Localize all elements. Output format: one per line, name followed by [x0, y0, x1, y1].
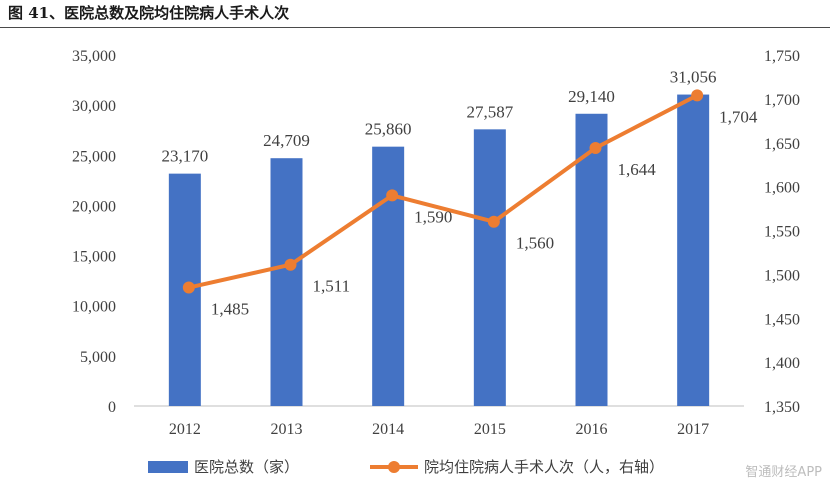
y-left-tick-label: 30,000 — [72, 98, 116, 115]
bar-hospitals — [575, 113, 608, 406]
y-left-tick-label: 5,000 — [80, 349, 116, 366]
legend-label-surgeries: 院均住院病人手术人次（人，右轴） — [424, 458, 664, 476]
y-left-tick-label: 25,000 — [72, 148, 116, 165]
data-label-layer: 23,170 24,709 25,860 27,587 29,140 31,056 1,48… — [161, 68, 757, 319]
legend-swatch-surgeries-marker — [388, 461, 400, 473]
x-tick-label: 2013 — [271, 421, 303, 438]
x-tick-label: 2015 — [474, 421, 506, 438]
y-right-tick-label: 1,350 — [764, 399, 800, 416]
y-right-tick-label: 1,450 — [764, 311, 800, 328]
y-right-tick-label: 1,550 — [764, 224, 800, 241]
line-data-label: 1,590 — [414, 207, 452, 226]
y-right-tick-label: 1,400 — [764, 355, 800, 372]
line-point-surgeries — [691, 89, 704, 102]
bar-data-label: 27,587 — [466, 102, 513, 121]
x-tick-label: 2016 — [576, 421, 608, 438]
line-point-surgeries — [284, 258, 297, 271]
line-point-surgeries — [487, 215, 500, 228]
y-left-tick-label: 20,000 — [72, 198, 116, 215]
line-series-layer — [182, 89, 704, 294]
y-left-tick-label: 10,000 — [72, 299, 116, 316]
line-data-label: 1,704 — [719, 107, 758, 126]
y-left-tick-label: 0 — [108, 399, 116, 416]
bar-hospitals — [270, 158, 303, 406]
line-surgeries — [188, 93, 699, 290]
bar-data-label: 29,140 — [568, 87, 615, 106]
legend-label-hospitals: 医院总数（家） — [194, 458, 299, 476]
x-tick-label: 2012 — [169, 421, 201, 438]
bar-hospitals — [677, 94, 710, 407]
y-right-tick-label: 1,700 — [764, 92, 800, 109]
title-divider — [0, 27, 830, 28]
line-point-surgeries — [386, 189, 399, 202]
bar-hospitals — [473, 129, 506, 406]
axes-layer: 0 5,000 10,000 15,000 20,000 25,000 30,000 35,0… — [72, 48, 800, 438]
y-right-tick-label: 1,500 — [764, 267, 800, 284]
bar-data-label: 24,709 — [263, 131, 310, 150]
line-data-label: 1,485 — [211, 300, 249, 319]
line-data-label: 1,560 — [516, 234, 554, 253]
y-left-tick-label: 15,000 — [72, 249, 116, 266]
watermark-text: 智通财经APP — [745, 465, 822, 480]
x-tick-label: 2014 — [372, 421, 404, 438]
x-tick-label: 2017 — [677, 421, 709, 438]
bar-data-label: 25,860 — [365, 120, 412, 139]
y-left-tick-label: 35,000 — [72, 48, 116, 65]
y-right-tick-label: 1,650 — [764, 136, 800, 153]
line-data-label: 1,644 — [618, 160, 657, 179]
y-right-tick-label: 1,600 — [764, 180, 800, 197]
y-right-tick-label: 1,750 — [764, 48, 800, 65]
legend: 医院总数（家） 院均住院病人手术人次（人，右轴） — [148, 458, 664, 476]
bar-series-layer — [168, 94, 710, 407]
bar-hospitals — [372, 146, 405, 407]
bar-data-label: 31,056 — [670, 68, 717, 87]
line-point-surgeries — [182, 281, 195, 294]
line-data-label: 1,511 — [313, 277, 351, 296]
figure-title: 图 41、医院总数及院均住院病人手术人次 — [8, 4, 290, 22]
legend-swatch-hospitals — [148, 461, 188, 473]
bar-data-label: 23,170 — [161, 147, 208, 166]
line-point-surgeries — [589, 142, 602, 155]
